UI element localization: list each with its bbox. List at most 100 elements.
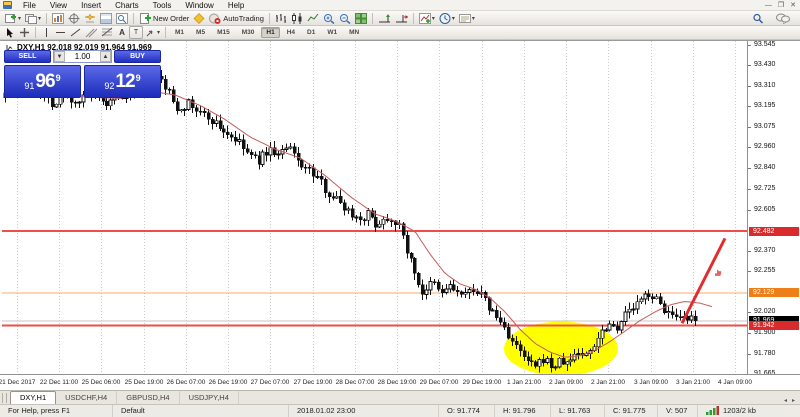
volume-input[interactable]: 1.00 (74, 52, 91, 61)
market-watch-button[interactable] (50, 12, 66, 25)
chart-tab-usdjpy-h4[interactable]: USDJPY,H4 (180, 391, 239, 404)
price-tick (748, 106, 751, 108)
chart-tab-usdchf-h4[interactable]: USDCHF,H4 (56, 391, 118, 404)
horizontal-line-tool-button[interactable] (53, 26, 68, 39)
chevron-down-icon: ▾ (18, 15, 22, 22)
price-label: 92.960 (754, 143, 776, 151)
fibonacci-tool-button[interactable] (99, 26, 115, 39)
status-low: L: 91.763 (550, 404, 604, 417)
chat-icon[interactable] (774, 12, 792, 25)
time-label: 21 Dec 2017 (0, 379, 36, 386)
time-axis[interactable]: 21 Dec 2017 22 Dec 11:00 25 Dec 06:00 25 De… (0, 374, 800, 390)
timeframe-buttons: M1 M5 M15 M30 H1 H4 D1 W1 MN (169, 27, 365, 38)
timeframe-m1[interactable]: M1 (175, 29, 185, 36)
close-button[interactable]: ✕ (790, 2, 796, 9)
time-label: 4 Jan 09:00 (718, 379, 752, 386)
chevron-down-icon: ▾ (38, 15, 42, 22)
search-icon[interactable] (750, 12, 766, 25)
autotrading-button[interactable]: AutoTrading (207, 12, 266, 25)
timeframe-h1[interactable]: H1 (261, 27, 280, 38)
minimize-button[interactable]: — (764, 1, 772, 9)
status-bar-time: 2018.01.02 23:00 (288, 404, 438, 417)
navigator-button[interactable] (82, 12, 98, 25)
chart-shift-button[interactable] (393, 12, 410, 25)
sell-button[interactable]: SELL (4, 50, 51, 63)
arrows-tool-button[interactable]: ▾ (143, 26, 162, 39)
sell-price-button[interactable]: 91 96 9 (4, 65, 81, 98)
chart-tab-dxy-h1[interactable]: DXY,H1 (10, 391, 57, 404)
price-axis[interactable]: 93.545 93.430 93.310 93.195 93.075 92.960 92.8… (747, 41, 800, 377)
channel-tool-button[interactable] (83, 26, 99, 39)
time-label: 3 Jan 21:00 (676, 379, 710, 386)
timeframe-h4[interactable]: H4 (286, 29, 296, 36)
price-label: 91.665 (754, 370, 775, 377)
volume-down-button[interactable]: ▼ (54, 51, 65, 62)
status-profile[interactable]: Default (112, 404, 288, 417)
price-tick (748, 65, 751, 67)
templates-button[interactable]: ▾ (457, 12, 477, 25)
tile-windows-button[interactable] (353, 12, 369, 25)
menu-insert[interactable]: Insert (81, 0, 102, 10)
zoom-in-button[interactable] (321, 12, 337, 25)
time-label: 2 Jan 09:00 (549, 379, 583, 386)
buy-price-button[interactable]: 92 12 9 (84, 65, 161, 98)
periods-button[interactable]: ▾ (437, 12, 457, 25)
price-tick (748, 270, 751, 272)
timeframe-w1[interactable]: W1 (327, 29, 338, 36)
menu-window[interactable]: Window (185, 0, 214, 10)
menu-bar: File View Insert Charts Tools Window Help — ❐ … (0, 0, 800, 11)
profiles-button[interactable]: ▾ (23, 12, 43, 25)
menu-tools[interactable]: Tools (152, 0, 172, 10)
chart-window[interactable]: DXY,H1 92.018 92.019 91.964 91.969 SELL … (0, 40, 800, 377)
time-label: 26 Dec 07:00 (166, 379, 206, 386)
thumb-up-icon (715, 269, 722, 276)
tab-scroll-right-button[interactable]: ▸ (791, 398, 795, 404)
timeframe-m15[interactable]: M15 (217, 29, 230, 36)
price-label: 93.195 (754, 102, 776, 110)
auto-scroll-button[interactable] (376, 12, 393, 25)
timeframe-mn[interactable]: MN (349, 29, 360, 36)
time-label: 28 Dec 07:00 (335, 379, 375, 386)
menu-view[interactable]: View (49, 0, 68, 10)
menu-file[interactable]: File (23, 0, 36, 10)
restore-button[interactable]: ❐ (777, 2, 785, 9)
data-window-button[interactable] (66, 12, 82, 25)
bar-chart-button[interactable] (273, 12, 289, 25)
vertical-line-tool-button[interactable] (39, 26, 53, 39)
status-bar: For Help, press F1 Default 2018.01.02 23… (0, 404, 800, 417)
metaeditor-button[interactable] (191, 12, 207, 25)
connection-signal-icon (706, 406, 719, 415)
new-order-button[interactable]: New Order (137, 12, 191, 25)
indicators-button[interactable]: ▾ (417, 12, 437, 25)
tab-scroll-left-button[interactable]: ◂ (783, 398, 787, 404)
crosshair-tool-button[interactable] (17, 26, 32, 39)
chart-tab-gbpusd-h4[interactable]: GBPUSD,H4 (117, 391, 180, 404)
price-label: 93.075 (754, 123, 776, 131)
strategy-tester-button[interactable] (114, 12, 130, 25)
zoom-out-button[interactable] (337, 12, 353, 25)
price-label: 93.545 (754, 41, 776, 48)
text-tool-button[interactable]: A (115, 26, 129, 39)
autotrading-label: AutoTrading (223, 13, 264, 23)
buy-button[interactable]: BUY (114, 50, 161, 63)
volume-up-button[interactable]: ▲ (100, 51, 111, 62)
chart-title-text: DXY,H1 92.018 92.019 91.964 91.969 (17, 43, 152, 52)
price-label: 93.310 (754, 82, 776, 90)
terminal-button[interactable] (98, 12, 114, 25)
time-label: 25 Dec 06:00 (81, 379, 121, 386)
candlestick-chart-button[interactable] (289, 12, 305, 25)
menu-charts[interactable]: Charts (115, 0, 139, 10)
trendline-tool-button[interactable] (68, 26, 83, 39)
new-chart-button[interactable]: ▾ (3, 12, 23, 25)
one-click-trading-panel: SELL ▼ 1.00 ▲ BUY 91 96 9 92 12 9 (4, 50, 161, 98)
timeframe-d1[interactable]: D1 (307, 29, 316, 36)
price-label: 92.020 (754, 307, 776, 315)
cursor-tool-button[interactable] (3, 26, 17, 39)
price-label: 92.370 (754, 246, 776, 254)
timeframe-m5[interactable]: M5 (196, 29, 206, 36)
menu-help[interactable]: Help (227, 0, 245, 10)
timeframe-m30[interactable]: M30 (241, 29, 255, 36)
price-label: 92.605 (754, 205, 776, 213)
line-chart-button[interactable] (305, 12, 321, 25)
label-tool-button[interactable]: T (129, 26, 143, 39)
